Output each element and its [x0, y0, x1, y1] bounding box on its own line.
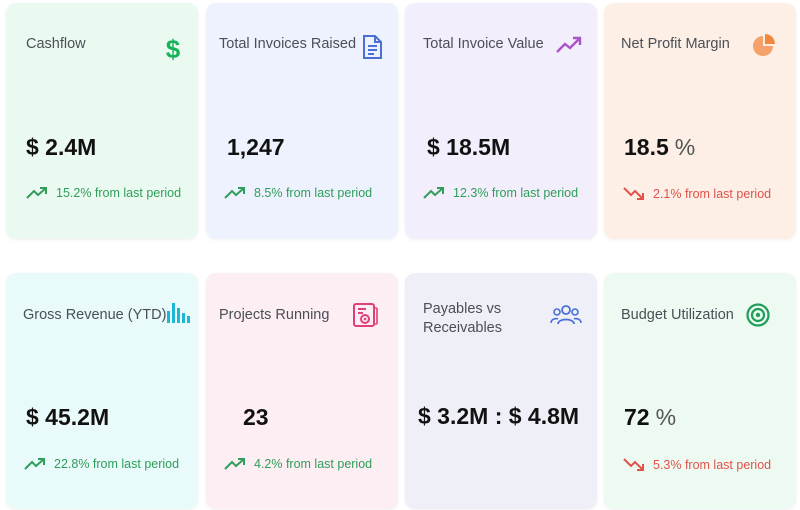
card-title: Payables vs Receivables [423, 301, 502, 336]
trend-text: 8.5% from last period [254, 186, 373, 200]
card-title: Total Invoices Raised [219, 36, 357, 52]
projects-running-card: Projects Running 23 4.2% from last perio… [206, 273, 398, 509]
trend-indicator: 4.2% from last period [224, 457, 372, 471]
trending-up-icon [224, 457, 246, 471]
unit-label: % [655, 404, 677, 430]
unit-label: % [674, 134, 696, 160]
card-value: 72% [624, 404, 677, 430]
card-value: $ 3.2M : $ 4.8M [418, 403, 580, 429]
bar-chart-icon [164, 298, 192, 326]
card-title: Cashflow [26, 36, 86, 52]
trending-up-icon [24, 457, 46, 471]
trend-text: 15.2% from last period [56, 186, 182, 200]
trend-text: 5.3% from last period [653, 458, 772, 472]
trend-indicator: 15.2% from last period [26, 186, 181, 200]
target-icon [744, 301, 772, 329]
card-value: 18.5% [624, 134, 696, 160]
card-title: Total Invoice Value [423, 36, 544, 52]
card-value: 23 [243, 404, 269, 430]
dollar-icon: $ [159, 35, 187, 63]
trend-indicator: 8.5% from last period [224, 186, 372, 200]
total-invoices-raised-card: Total Invoices Raised 1,247 8.5% from la… [206, 3, 398, 239]
gross-revenue-card: Gross Revenue (YTD) $ 45.2M 22.8% from l… [6, 273, 198, 509]
net-profit-margin-card: Net Profit Margin 18.5% 2.1% from last p… [604, 3, 796, 239]
svg-text:$: $ [166, 35, 181, 63]
card-title: Budget Utilization [621, 307, 734, 323]
card-value: $ 45.2M [26, 404, 110, 430]
trend-indicator: 5.3% from last period [623, 457, 771, 473]
trending-down-icon [623, 186, 645, 202]
trending-up-icon [423, 186, 445, 200]
trending-down-icon [623, 457, 645, 473]
users-icon [550, 301, 582, 329]
trend-indicator: 12.3% from last period [423, 186, 578, 200]
budget-utilization-card: Budget Utilization 72% 5.3% from last pe… [604, 273, 796, 509]
pie-chart-icon [750, 31, 778, 59]
card-value: $ 2.4M [26, 134, 97, 160]
trending-up-icon [224, 186, 246, 200]
card-value: 1,247 [227, 134, 285, 160]
trend-indicator: 22.8% from last period [24, 457, 179, 471]
card-title: Gross Revenue (YTD) [23, 307, 167, 323]
trend-text: 12.3% from last period [453, 186, 579, 200]
card-value: $ 18.5M [427, 134, 511, 160]
trend-text: 4.2% from last period [254, 457, 373, 471]
cashflow-card: Cashflow $ $ 2.4M 15.2% from last period [6, 3, 198, 239]
total-invoice-value-card: Total Invoice Value $ 18.5M 12.3% from l… [405, 3, 597, 239]
project-settings-icon [351, 301, 379, 329]
card-title: Projects Running [219, 307, 330, 323]
trend-text: 22.8% from last period [54, 457, 180, 471]
trending-up-icon [555, 31, 583, 59]
card-title: Net Profit Margin [621, 36, 730, 52]
trend-indicator: 2.1% from last period [623, 186, 771, 202]
payables-vs-receivables-card: Payables vs Receivables $ 3.2M : $ 4.8M [405, 273, 597, 509]
trending-up-icon [26, 186, 48, 200]
trend-text: 2.1% from last period [653, 187, 772, 201]
document-icon [358, 33, 386, 61]
